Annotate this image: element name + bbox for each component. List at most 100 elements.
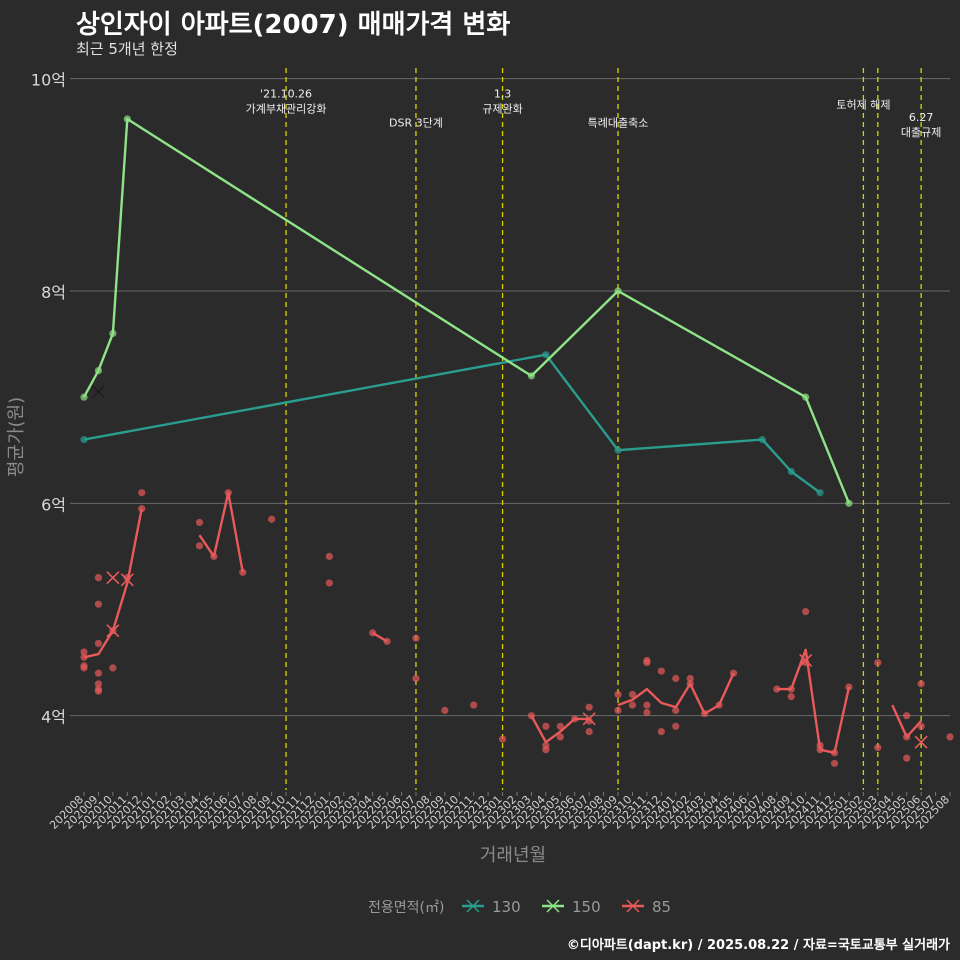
data-point-85: [672, 722, 680, 730]
data-point-85: [195, 542, 204, 550]
data-point-85: [470, 701, 478, 709]
legend-marker: [546, 899, 560, 913]
series-marks: [91, 385, 928, 749]
data-point-85: [94, 680, 103, 688]
legend: 전용면적(㎡) 130 150 85: [368, 898, 671, 916]
policy-label: '21.10.26 가계부채관리강화: [246, 88, 327, 116]
y-tick-label: 8억: [41, 283, 66, 302]
data-point-85: [556, 722, 564, 730]
mark-85: [120, 573, 134, 587]
data-point-130: [758, 436, 766, 444]
legend-label: 150: [572, 898, 601, 916]
data-point-85: [94, 639, 103, 648]
data-point-150: [109, 329, 117, 338]
data-point-85: [628, 690, 637, 699]
data-point-85: [715, 701, 723, 709]
data-point-85: [643, 708, 651, 717]
data-point-85: [325, 579, 333, 587]
legend-label: 130: [492, 898, 521, 916]
data-point-130: [542, 351, 550, 359]
data-point-85: [138, 505, 146, 513]
data-point-85: [224, 489, 232, 497]
data-point-85: [556, 733, 564, 741]
data-point-150: [614, 287, 622, 295]
data-point-85: [830, 749, 839, 757]
data-point-85: [614, 690, 622, 699]
data-point-85: [94, 600, 103, 608]
data-point-85: [917, 680, 925, 688]
data-point-85: [729, 669, 738, 677]
data-point-130: [816, 489, 824, 497]
data-point-85: [903, 712, 911, 720]
chart-subtitle: 최근 5개년 한정: [76, 40, 178, 58]
data-point-150: [527, 372, 536, 380]
data-point-85: [643, 701, 651, 709]
mark-85: [799, 653, 813, 668]
data-point-85: [903, 733, 911, 741]
legend-item-130: 130: [462, 898, 521, 916]
data-point-85: [614, 706, 622, 714]
data-point-85: [210, 552, 218, 561]
data-point-85: [701, 709, 709, 718]
data-point-85: [80, 664, 88, 672]
data-point-85: [239, 568, 247, 576]
data-point-85: [527, 712, 536, 720]
data-point-85: [802, 608, 810, 616]
x-axis-label: 거래년월: [480, 845, 546, 866]
data-point-85: [946, 733, 954, 741]
data-point-85: [585, 717, 593, 725]
y-tick-label: 6억: [41, 495, 66, 514]
legend-title: 전용면적(㎡): [368, 900, 444, 916]
data-point-85: [874, 743, 882, 752]
data-point-130: [787, 467, 795, 476]
mark-85: [106, 624, 120, 638]
data-point-85: [917, 722, 925, 730]
y-tick-label: 10억: [31, 71, 66, 90]
data-point-150: [80, 393, 88, 401]
y-axis: 4억 6억 8억 10억: [31, 71, 66, 727]
mark-85: [582, 712, 596, 726]
data-point-85: [686, 674, 694, 683]
data-point-130: [614, 446, 622, 454]
data-point-85: [498, 735, 507, 743]
mark-150: [91, 385, 105, 399]
data-point-85: [628, 701, 637, 709]
legend-item-85: 85: [622, 898, 671, 916]
policy-label: 6.27 대출규제: [901, 111, 941, 139]
data-point-85: [94, 574, 103, 582]
policy-label: DSR 3단계: [389, 116, 443, 129]
mark-85: [106, 571, 120, 585]
source-caption: ©디아파트(dapt.kr) / 2025.08.22 / 자료=국토교통부 실…: [566, 938, 950, 953]
data-point-85: [94, 669, 103, 677]
data-point-85: [412, 634, 420, 642]
data-point-85: [830, 759, 839, 768]
y-axis-label: 평균가(원): [6, 397, 27, 477]
legend-label: 85: [652, 898, 671, 916]
data-point-85: [787, 692, 795, 701]
policy-label: 1.3 규제완화: [482, 88, 522, 116]
data-point-150: [802, 393, 810, 401]
data-point-85: [585, 728, 593, 736]
data-point-85: [195, 518, 204, 527]
data-point-85: [672, 706, 680, 714]
data-point-150: [123, 115, 131, 123]
data-point-85: [542, 746, 550, 754]
data-point-85: [643, 656, 651, 665]
data-point-85: [123, 574, 131, 582]
mark-85: [914, 735, 928, 749]
data-point-85: [80, 648, 88, 656]
data-point-85: [802, 658, 810, 667]
data-point-85: [903, 754, 911, 762]
data-point-85: [773, 685, 781, 693]
data-point-85: [441, 706, 449, 714]
policy-label: 특례대출축소: [588, 116, 649, 129]
data-point-85: [369, 629, 377, 637]
legend-item-150: 150: [542, 898, 601, 916]
data-point-85: [542, 722, 550, 730]
data-point-85: [787, 685, 795, 693]
legend-marker: [626, 899, 640, 913]
series-line-150: [82, 117, 851, 504]
